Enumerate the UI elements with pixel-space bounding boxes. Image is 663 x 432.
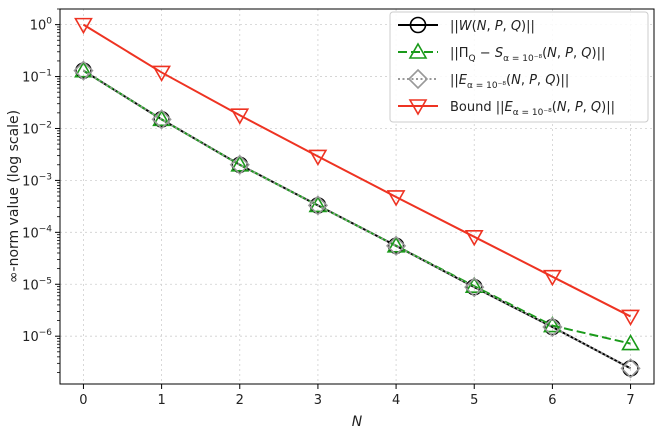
x-tick-label: 0 <box>79 393 87 408</box>
x-tick-label: 2 <box>236 393 244 408</box>
x-tick-label: 5 <box>470 393 478 408</box>
legend-label: ||W(N, P, Q)|| <box>450 19 535 34</box>
x-tick-label: 4 <box>392 393 400 408</box>
legend: ||W(N, P, Q)||||ΠQ − Sα = 10⁻⁸(N, P, Q)|… <box>390 12 648 122</box>
x-tick-label: 7 <box>626 393 634 408</box>
x-axis-label: N <box>352 414 363 430</box>
y-axis-label: ∞-norm value (log scale) <box>6 110 22 283</box>
x-tick-label: 6 <box>548 393 556 408</box>
x-tick-label: 1 <box>157 393 165 408</box>
x-tick-label: 3 <box>314 393 322 408</box>
